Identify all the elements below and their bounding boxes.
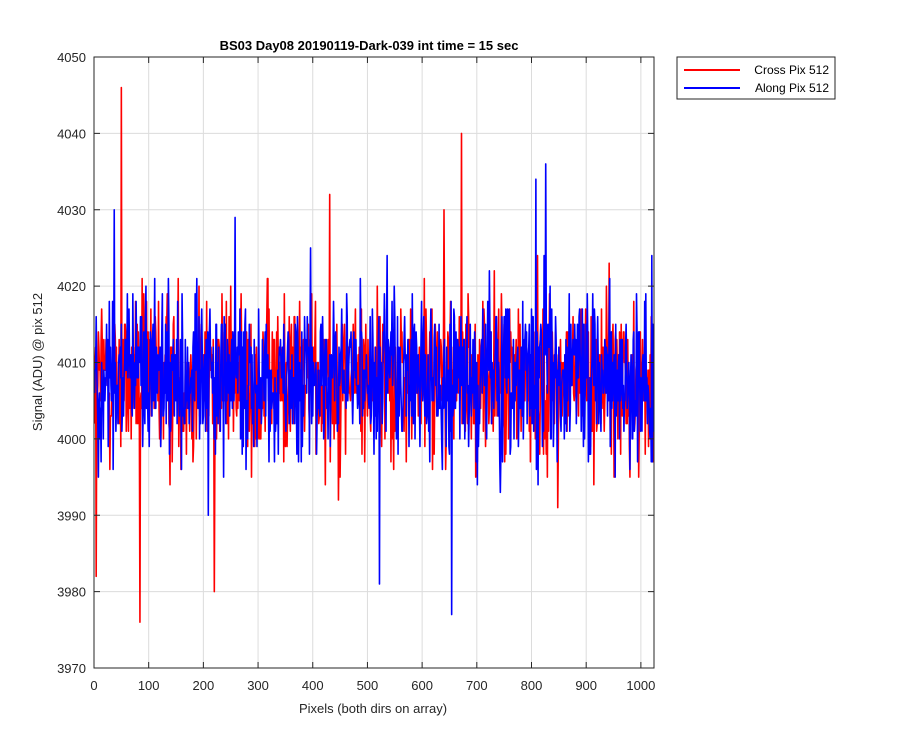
y-axis-label: Signal (ADU) @ pix 512 xyxy=(30,293,45,431)
x-tick-label: 400 xyxy=(302,678,324,693)
y-tick-label: 3980 xyxy=(57,585,86,600)
y-tick-label: 4020 xyxy=(57,279,86,294)
x-tick-label: 1000 xyxy=(626,678,655,693)
x-tick-label: 600 xyxy=(411,678,433,693)
x-tick-label: 300 xyxy=(247,678,269,693)
legend: Cross Pix 512 Along Pix 512 xyxy=(676,56,836,100)
x-axis-label: Pixels (both dirs on array) xyxy=(299,701,447,716)
x-tick-label: 800 xyxy=(521,678,543,693)
x-tick-label: 0 xyxy=(90,678,97,693)
x-tick-label: 200 xyxy=(193,678,215,693)
legend-box xyxy=(676,56,836,100)
y-tick-label: 4010 xyxy=(57,356,86,371)
x-tick-label: 900 xyxy=(575,678,597,693)
legend-label-along: Along Pix 512 xyxy=(755,81,829,95)
y-tick-label: 3970 xyxy=(57,661,86,676)
y-tick-label: 4040 xyxy=(57,126,86,141)
y-tick-label: 3990 xyxy=(57,508,86,523)
series-layer xyxy=(94,86,654,623)
x-tick-label: 100 xyxy=(138,678,160,693)
series-line-along-pix-512 xyxy=(94,163,654,616)
chart-title: BS03 Day08 20190119-Dark-039 int time = … xyxy=(220,38,519,53)
y-tick-label: 4000 xyxy=(57,432,86,447)
y-tick-label: 4030 xyxy=(57,203,86,218)
y-tick-label: 4050 xyxy=(57,50,86,65)
legend-label-cross: Cross Pix 512 xyxy=(754,63,829,77)
ticks: 0 100 200 300 400 500 600 700 800 900 1000 3970 3980… xyxy=(57,50,655,693)
x-tick-label: 700 xyxy=(466,678,488,693)
x-tick-label: 500 xyxy=(357,678,379,693)
